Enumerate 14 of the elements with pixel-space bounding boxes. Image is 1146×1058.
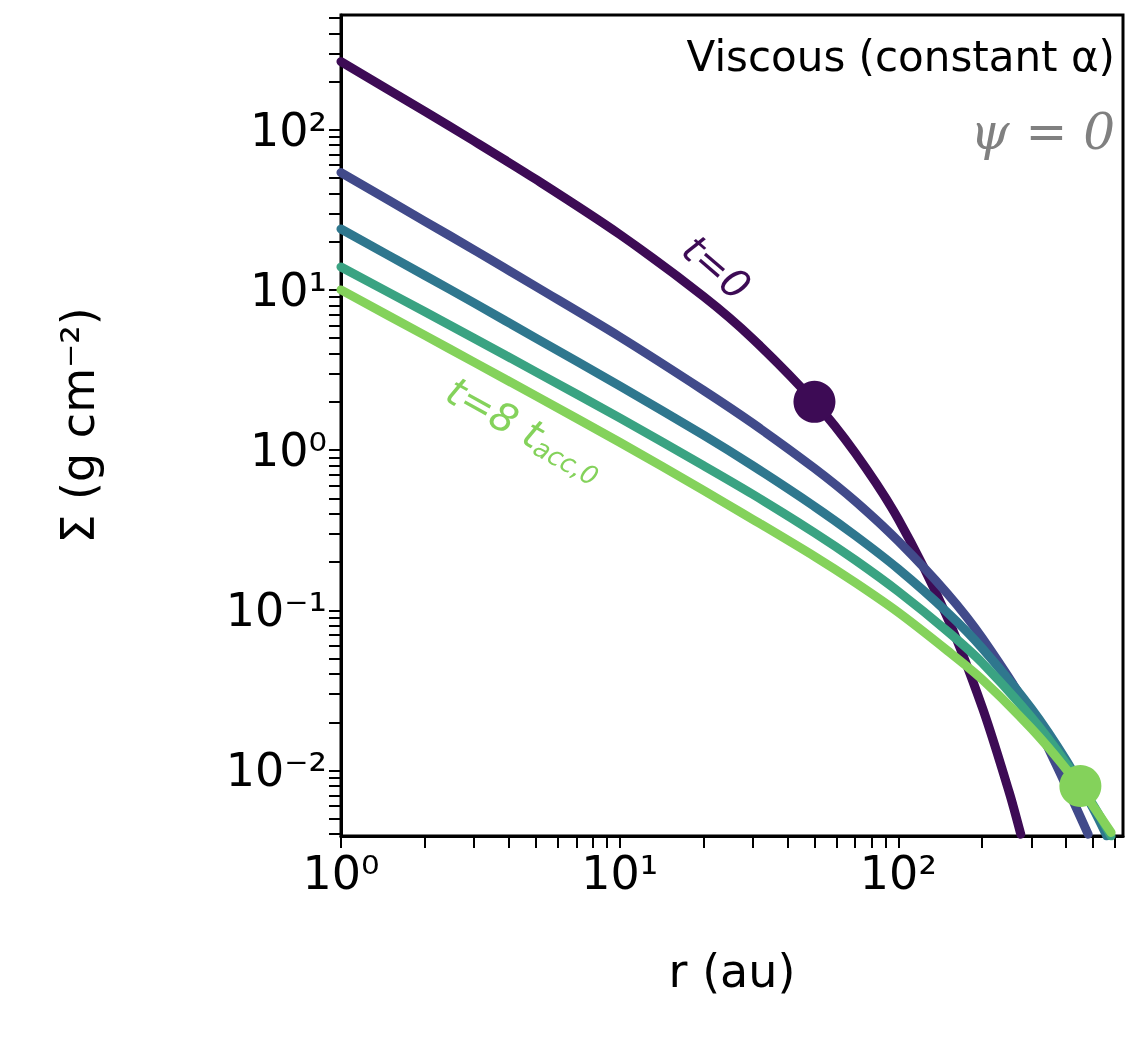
y-axis-title: Σ (g cm⁻²) xyxy=(51,307,105,544)
y-tick-label: 10⁻¹ xyxy=(225,583,327,638)
text: t=8 tacc,0 xyxy=(438,367,604,492)
y-tick-label: 10⁻² xyxy=(225,743,327,798)
y-tick-label: 10¹ xyxy=(250,262,327,317)
y-tick-label: 10⁰ xyxy=(250,423,327,478)
y-tick-label: 10² xyxy=(250,102,327,157)
x-tick-label: 10² xyxy=(859,846,937,900)
x-axis-title: r (au) xyxy=(668,944,796,998)
x-tick-label: 10¹ xyxy=(581,846,659,900)
x-tick-label: 10⁰ xyxy=(302,846,380,900)
text: t=0 xyxy=(673,225,760,310)
annotation: ψ = 0 xyxy=(970,103,1115,161)
annotation: Viscous (constant α) xyxy=(686,31,1115,81)
